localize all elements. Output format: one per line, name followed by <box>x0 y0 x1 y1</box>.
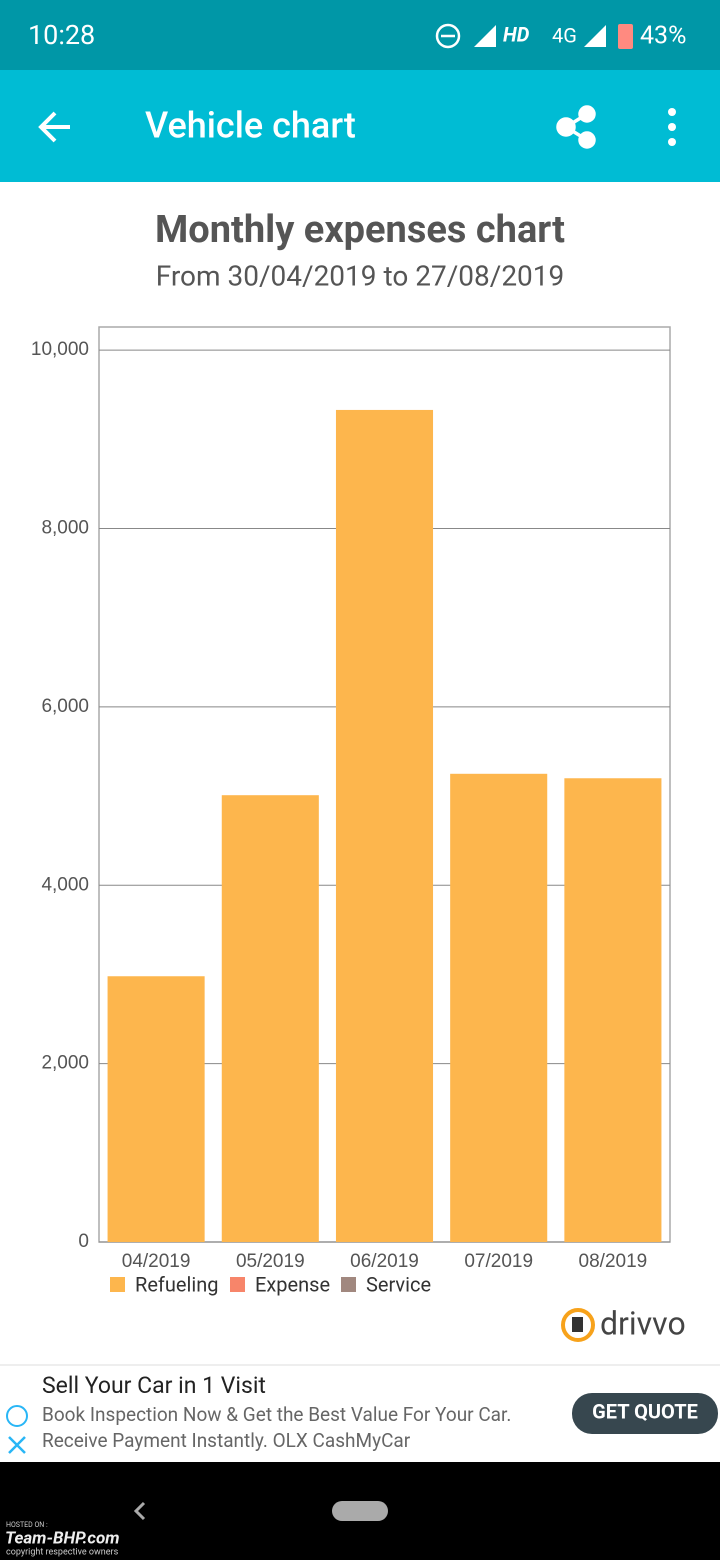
y-tick-label: 2,000 <box>41 1053 89 1074</box>
chart-subtitle: From 30/04/2019 to 27/08/2019 <box>156 259 565 292</box>
x-tick-label: 05/2019 <box>236 1251 305 1272</box>
ad-info-icon[interactable] <box>6 1405 28 1427</box>
x-tick-label: 07/2019 <box>464 1251 533 1272</box>
legend-swatch <box>230 1277 245 1292</box>
brand-name: drivvo <box>600 1304 686 1342</box>
battery-icon <box>618 24 633 49</box>
back-button[interactable] <box>38 111 70 143</box>
watermark-site: Team-BHP.com <box>5 1528 120 1548</box>
ad-banner[interactable]: Sell Your Car in 1 Visit Book Inspection… <box>6 1372 718 1454</box>
logo-pump <box>572 1317 583 1332</box>
ad-title: Sell Your Car in 1 Visit <box>42 1372 266 1399</box>
ad-line: Receive Payment Instantly. OLX CashMyCar <box>42 1429 411 1452</box>
bar <box>335 409 434 1242</box>
x-tick-label: 08/2019 <box>579 1251 648 1272</box>
signal-label: 4G <box>552 23 577 47</box>
bar <box>450 773 548 1242</box>
nav-back[interactable] <box>133 1501 146 1521</box>
ad-button-label: GET QUOTE <box>592 1399 698 1423</box>
x-tick-label: 06/2019 <box>350 1251 419 1272</box>
bar <box>564 778 662 1242</box>
watermark-hosted: HOSTED ON : <box>6 1521 48 1529</box>
legend-swatch <box>110 1277 125 1292</box>
watermark-note: copyright respective owners <box>6 1547 119 1557</box>
dnd-icon <box>435 23 461 49</box>
chart: Monthly expenses chart From 30/04/2019 t… <box>31 208 671 1296</box>
bar <box>221 795 319 1242</box>
ad-close-icon[interactable] <box>8 1436 26 1454</box>
y-tick-label: 6,000 <box>41 696 89 717</box>
legend-swatch <box>341 1277 356 1292</box>
status-time: 10:28 <box>28 19 95 51</box>
legend-label: Service <box>366 1272 431 1296</box>
drivvo-logo: drivvo <box>561 1304 686 1342</box>
signal-icon <box>474 25 496 47</box>
y-tick-label: 0 <box>78 1231 89 1252</box>
battery-label: 43% <box>640 22 686 51</box>
y-tick-label: 10,000 <box>31 339 89 360</box>
x-tick-label: 04/2019 <box>122 1251 191 1272</box>
bar <box>107 976 205 1242</box>
logo-ring <box>561 1308 595 1342</box>
y-tick-label: 4,000 <box>41 874 89 895</box>
chart-title: Monthly expenses chart <box>155 208 565 252</box>
y-tick-label: 8,000 <box>41 518 89 539</box>
network-label: HD <box>503 22 530 46</box>
signal-icon-2 <box>584 25 606 47</box>
legend-label: Expense <box>255 1272 330 1296</box>
ad-button[interactable] <box>572 1393 718 1434</box>
ad-line: Book Inspection Now & Get the Best Value… <box>42 1403 511 1426</box>
nav-home[interactable] <box>332 1501 388 1521</box>
status-bar <box>0 0 720 70</box>
legend-label: Refueling <box>135 1272 219 1296</box>
app-title: Vehicle chart <box>145 105 356 147</box>
app-bar <box>0 70 720 182</box>
menu-button[interactable] <box>668 108 676 146</box>
share-button[interactable] <box>556 105 596 149</box>
